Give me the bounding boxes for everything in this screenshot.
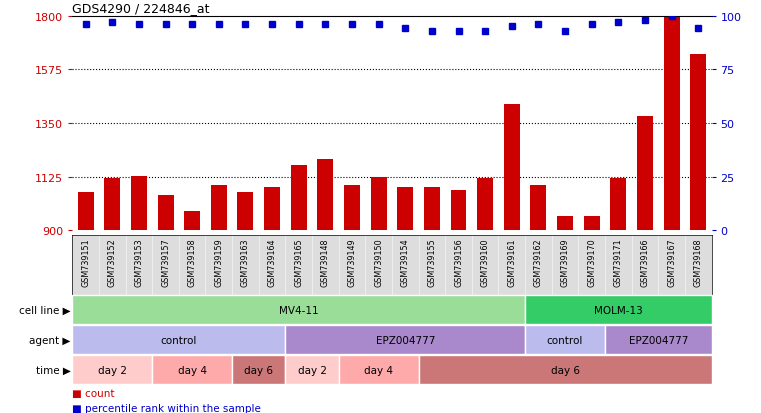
Text: day 2: day 2: [97, 365, 127, 375]
Bar: [344, 185, 360, 231]
Text: day 4: day 4: [364, 365, 393, 375]
Text: GSM739159: GSM739159: [215, 238, 223, 287]
Bar: [291, 165, 307, 231]
Text: GSM739148: GSM739148: [321, 238, 330, 286]
Text: GSM739167: GSM739167: [667, 238, 676, 287]
Bar: [72, 325, 285, 354]
Bar: [690, 55, 706, 231]
Bar: [397, 188, 413, 231]
Bar: [152, 355, 232, 384]
Bar: [477, 178, 493, 231]
Bar: [339, 355, 419, 384]
Bar: [317, 159, 333, 231]
Text: day 4: day 4: [177, 365, 207, 375]
Bar: [237, 193, 253, 231]
Bar: [424, 188, 440, 231]
Bar: [610, 178, 626, 231]
Text: GSM739158: GSM739158: [188, 238, 196, 287]
Text: MOLM-13: MOLM-13: [594, 305, 643, 315]
Text: GSM739171: GSM739171: [614, 238, 622, 287]
Bar: [264, 188, 280, 231]
Bar: [419, 355, 712, 384]
Bar: [504, 104, 520, 231]
Text: GDS4290 / 224846_at: GDS4290 / 224846_at: [72, 2, 210, 15]
Text: GSM739152: GSM739152: [108, 238, 116, 287]
Bar: [525, 296, 712, 325]
Bar: [584, 216, 600, 231]
Text: day 6: day 6: [244, 365, 273, 375]
Bar: [664, 17, 680, 231]
Text: ■ count: ■ count: [72, 388, 115, 398]
Bar: [557, 216, 573, 231]
Text: GSM739154: GSM739154: [401, 238, 409, 287]
Bar: [72, 355, 152, 384]
Text: ■ percentile rank within the sample: ■ percentile rank within the sample: [72, 403, 261, 413]
Text: EPZ004777: EPZ004777: [375, 335, 435, 345]
Bar: [371, 177, 387, 231]
Bar: [158, 195, 174, 231]
Text: MV4-11: MV4-11: [279, 305, 319, 315]
Text: GSM739164: GSM739164: [268, 238, 276, 286]
Text: GSM739157: GSM739157: [161, 238, 170, 287]
Text: GSM739160: GSM739160: [481, 238, 489, 286]
Text: GSM739169: GSM739169: [561, 238, 569, 287]
Text: EPZ004777: EPZ004777: [629, 335, 688, 345]
Text: agent ▶: agent ▶: [30, 335, 71, 345]
Text: GSM739151: GSM739151: [81, 238, 90, 287]
Bar: [637, 116, 653, 231]
Bar: [232, 355, 285, 384]
Text: GSM739170: GSM739170: [587, 238, 596, 287]
Bar: [451, 190, 466, 231]
Text: GSM739150: GSM739150: [374, 238, 383, 287]
Text: GSM739166: GSM739166: [641, 238, 649, 286]
Text: GSM739165: GSM739165: [295, 238, 303, 287]
Bar: [184, 212, 200, 231]
Text: GSM739155: GSM739155: [428, 238, 436, 287]
Text: GSM739162: GSM739162: [534, 238, 543, 287]
Text: GSM739153: GSM739153: [135, 238, 143, 287]
Text: GSM739168: GSM739168: [694, 238, 702, 286]
Text: cell line ▶: cell line ▶: [19, 305, 71, 315]
Text: control: control: [547, 335, 583, 345]
Bar: [131, 176, 147, 231]
Bar: [104, 178, 120, 231]
Text: GSM739149: GSM739149: [348, 238, 356, 287]
Text: day 6: day 6: [550, 365, 580, 375]
Bar: [211, 185, 227, 231]
Text: control: control: [161, 335, 197, 345]
Text: GSM739163: GSM739163: [241, 238, 250, 286]
Bar: [525, 325, 605, 354]
Text: day 2: day 2: [298, 365, 326, 375]
Text: GSM739156: GSM739156: [454, 238, 463, 287]
Bar: [285, 325, 525, 354]
Bar: [530, 185, 546, 231]
Bar: [285, 355, 339, 384]
Bar: [605, 325, 712, 354]
Text: time ▶: time ▶: [36, 365, 71, 375]
Bar: [72, 296, 525, 325]
Bar: [78, 193, 94, 231]
Text: GSM739161: GSM739161: [508, 238, 516, 286]
